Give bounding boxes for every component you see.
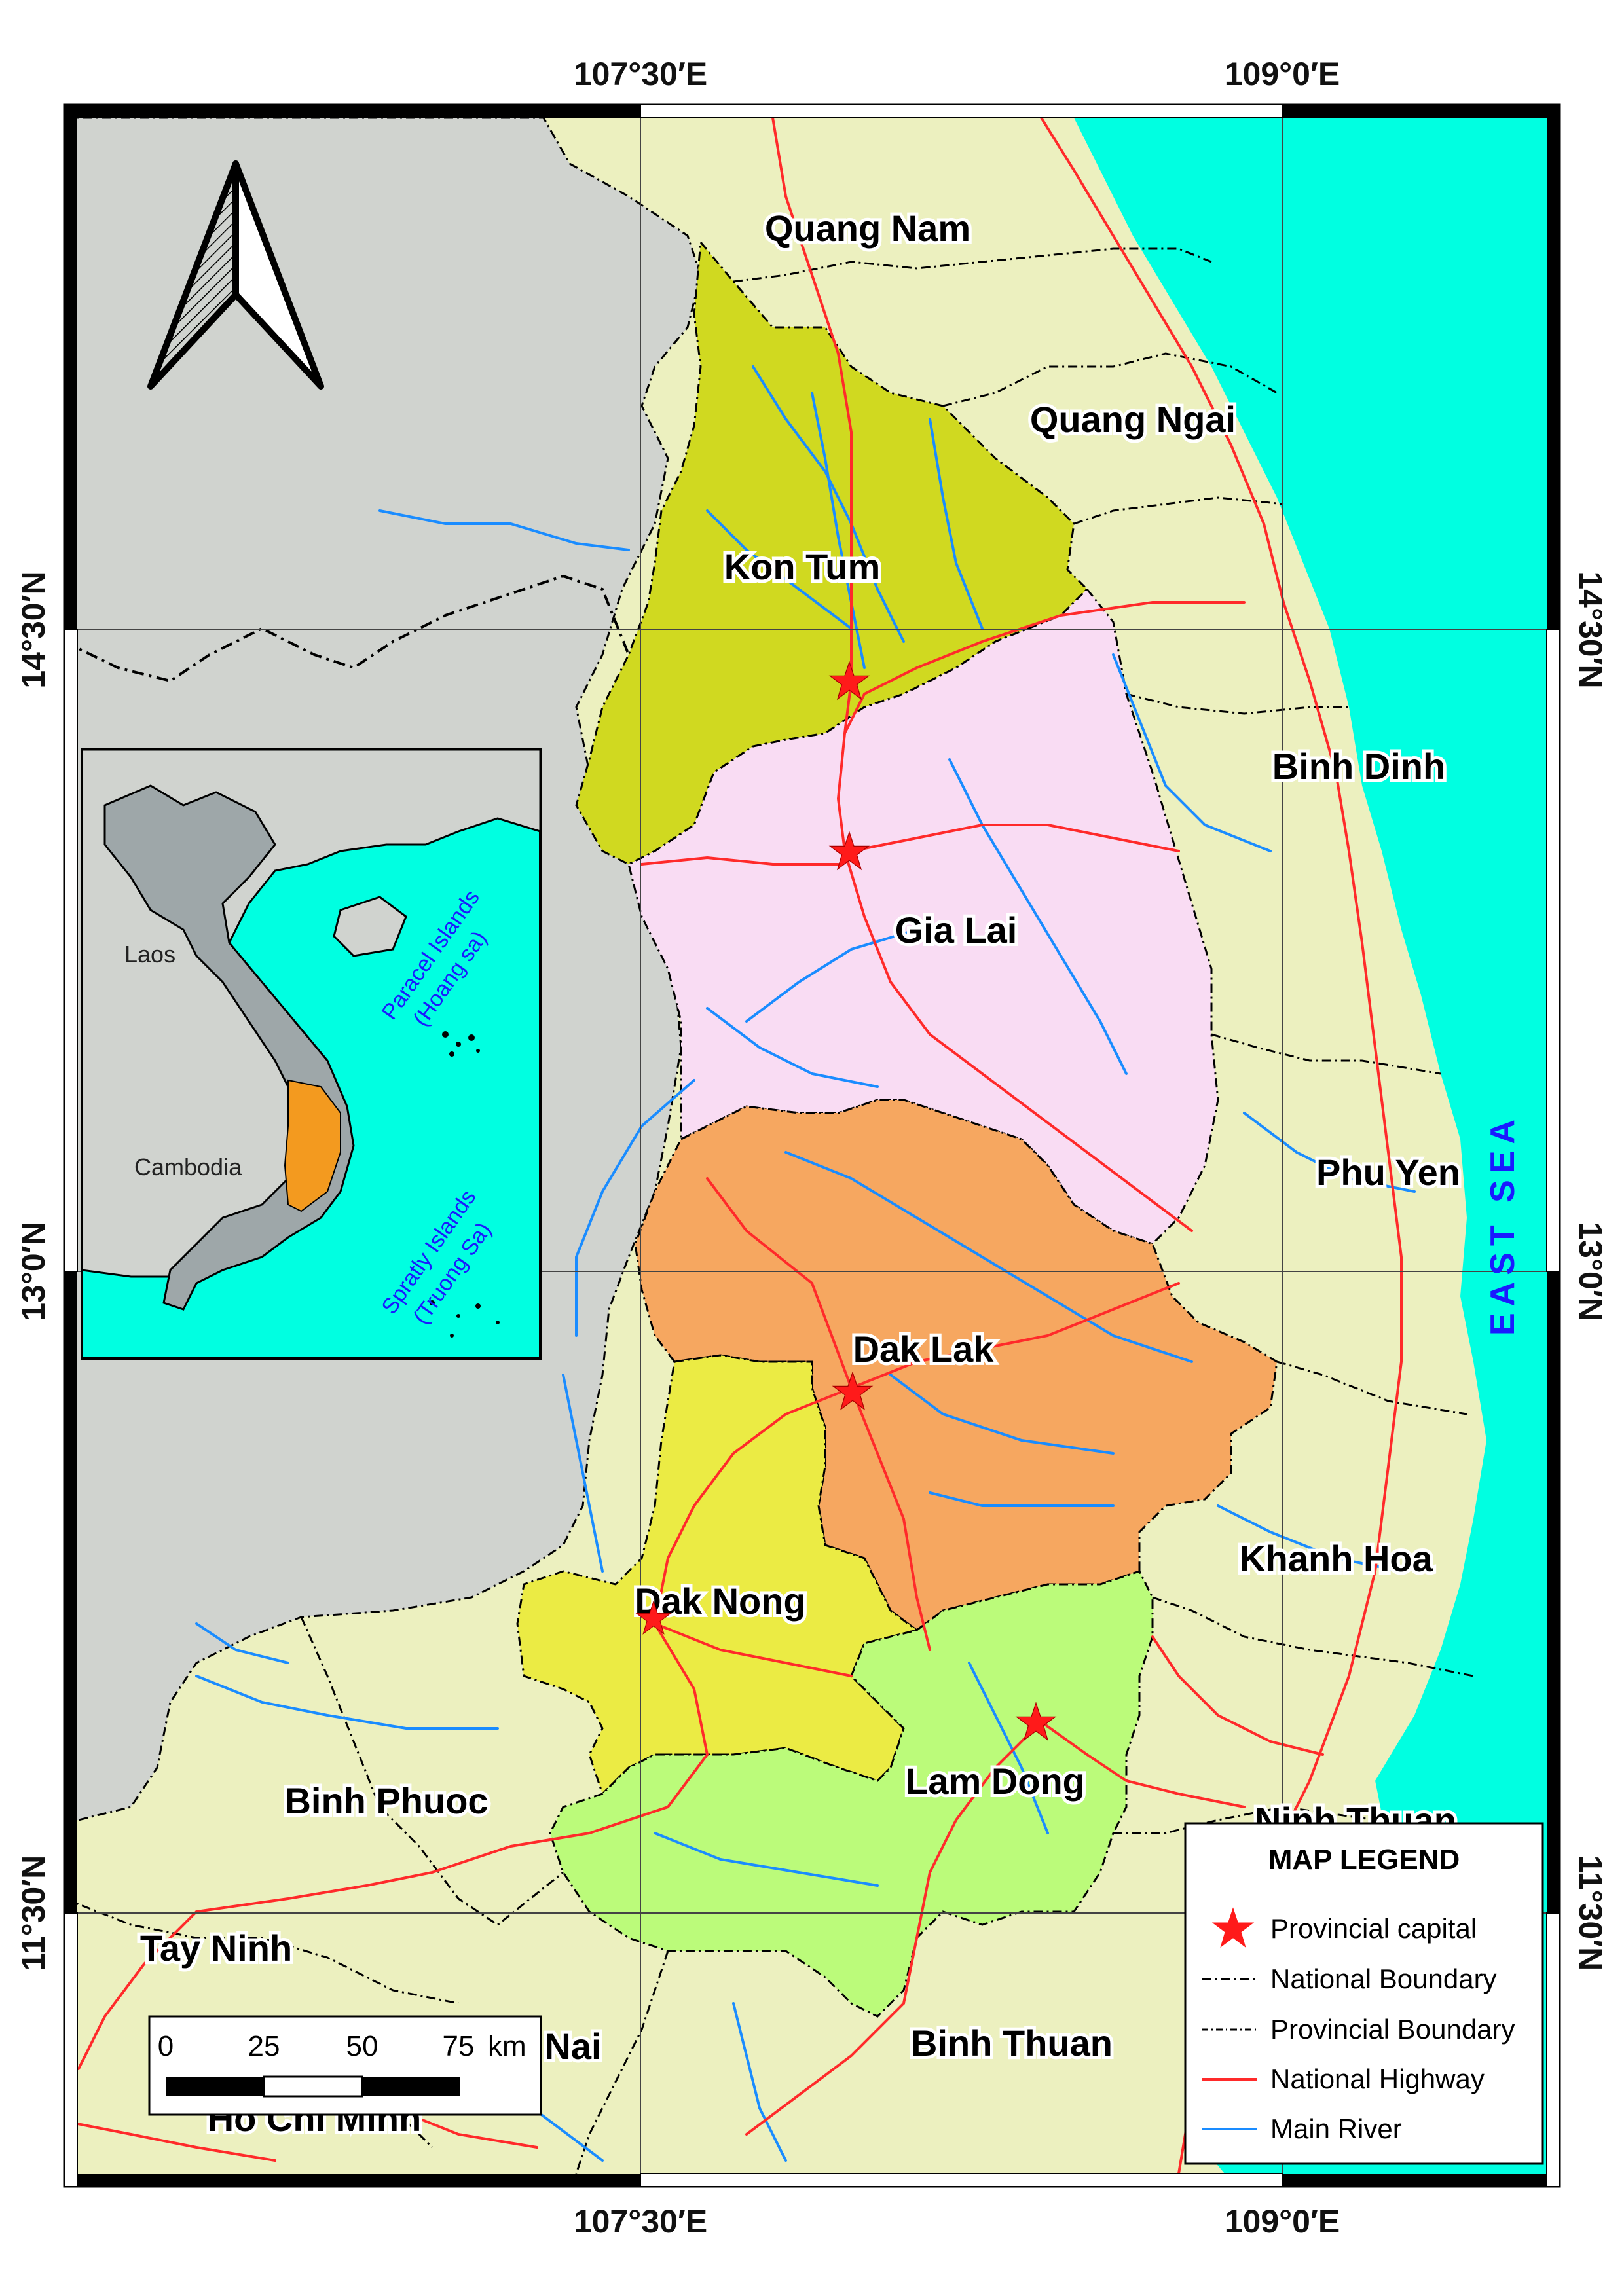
- scale-unit: km: [488, 2030, 526, 2062]
- national-highways: [64, 118, 1403, 2174]
- label-binh-dinh: Binh Dinh: [1272, 746, 1445, 787]
- national-boundary: [64, 574, 630, 683]
- lon-label-top-2: 109°0′E: [1225, 56, 1340, 92]
- lon-label-bottom-1: 107°30′E: [574, 2203, 707, 2240]
- lon-label-top-1: 107°30′E: [574, 56, 707, 92]
- dak-nong-region: [516, 1354, 919, 1796]
- inset-map: Laos Cambodia Paracel Islands (Hoang sa)…: [81, 748, 542, 1360]
- legend-item-highway: National Highway: [1270, 2064, 1485, 2094]
- map-frame: [63, 103, 1561, 2188]
- lat-label-right-2: 13°0′N: [1572, 1222, 1609, 1321]
- label-gia-lai: Gia Lai: [895, 909, 1018, 951]
- label-khanh-hoa: Khanh Hoa: [1239, 1538, 1433, 1579]
- map-legend: MAP LEGEND Provincial capital National B…: [1184, 1822, 1544, 2165]
- label-binh-phuoc: Binh Phuoc: [284, 1780, 488, 1821]
- legend-item-provincial-boundary: Provincial Boundary: [1270, 2014, 1515, 2045]
- label-quang-ngai: Quang Ngai: [1030, 399, 1236, 440]
- lat-label-left-2: 13°0′N: [15, 1222, 52, 1321]
- legend-title: MAP LEGEND: [1268, 1844, 1460, 1876]
- lat-label-left-1: 14°30′N: [15, 571, 52, 688]
- lat-label-right-3: 11°30′N: [1572, 1855, 1609, 1971]
- inset-hainan: [333, 896, 407, 957]
- label-dak-lak: Dak Lak: [853, 1328, 995, 1370]
- inset-highlands: [284, 1079, 341, 1212]
- scale-tick-50: 50: [346, 2030, 378, 2062]
- legend-item-national-boundary: National Boundary: [1270, 1963, 1497, 1994]
- label-quang-nam: Quang Nam: [765, 208, 970, 249]
- label-east-sea: EAST SEA: [1484, 1113, 1522, 1336]
- scale-tick-75: 75: [443, 2030, 475, 2062]
- east-sea-ocean: [1074, 118, 1560, 2174]
- scale-tick-0: 0: [158, 2030, 174, 2062]
- label-phu-yen: Phu Yen: [1316, 1152, 1460, 1193]
- inset-label-cambodia: Cambodia: [134, 1154, 242, 1180]
- scale-bar: 0 25 50 75 km: [148, 2015, 542, 2116]
- main-rivers: [195, 365, 1416, 2162]
- label-kon-tum: Kon Tum: [724, 546, 880, 587]
- inset-islands: [430, 1031, 500, 1338]
- lat-label-right-1: 14°30′N: [1572, 571, 1609, 688]
- lat-label-left-3: 11°30′N: [15, 1855, 52, 1971]
- gia-lai-region: [627, 587, 1219, 1245]
- legend-item-river: Main River: [1270, 2113, 1402, 2144]
- label-tay-ninh: Tay Ninh: [140, 1927, 292, 1969]
- inset-label-laos: Laos: [124, 941, 175, 968]
- lam-dong-region: [549, 1570, 1154, 2018]
- label-dong-nai: Nai: [544, 2026, 601, 2067]
- legend-item-capital: Provincial capital: [1270, 1913, 1477, 1944]
- label-binh-thuan: Binh Thuan: [911, 2022, 1113, 2064]
- lon-label-bottom-2: 109°0′E: [1225, 2203, 1340, 2240]
- north-arrow-icon: [147, 160, 324, 390]
- scale-tick-25: 25: [248, 2030, 280, 2062]
- label-lam-dong: Lam Dong: [906, 1760, 1085, 1802]
